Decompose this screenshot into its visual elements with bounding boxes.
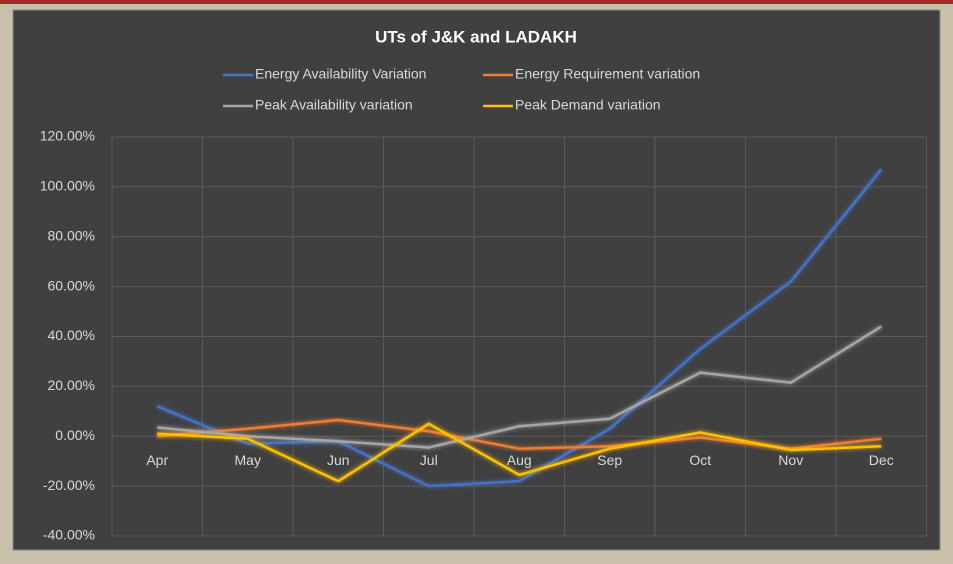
legend-label: Energy Availability Variation [255, 66, 426, 82]
x-tick-label: Aug [507, 452, 532, 468]
x-tick-label: Oct [689, 452, 711, 468]
legend-label: Peak Demand variation [515, 97, 661, 113]
y-tick-label: 60.00% [48, 277, 95, 293]
x-tick-label: Jun [327, 452, 350, 468]
series-line [157, 422, 882, 483]
legend-label: Peak Availability variation [255, 97, 413, 113]
x-tick-label: Apr [146, 452, 168, 468]
x-tick-label: Dec [869, 452, 894, 468]
y-tick-label: -20.00% [43, 477, 95, 493]
chart-area [12, 9, 941, 551]
y-tick-label: 100.00% [40, 178, 95, 194]
x-tick-label: Sep [597, 452, 622, 468]
y-tick-label: 120.00% [40, 128, 95, 144]
x-tick-label: Jul [420, 452, 438, 468]
legend-label: Energy Requirement variation [515, 66, 700, 82]
y-tick-label: 80.00% [48, 227, 95, 243]
y-tick-label: 20.00% [48, 377, 95, 393]
y-tick-label: 0.00% [55, 427, 95, 443]
x-tick-label: Nov [778, 452, 803, 468]
y-tick-label: 40.00% [48, 327, 95, 343]
series-line [157, 325, 882, 449]
x-tick-label: May [235, 452, 261, 468]
y-tick-label: -40.00% [43, 527, 95, 543]
chart-title: UTs of J&K and LADAKH [375, 27, 577, 46]
top-strip [0, 0, 953, 4]
series-line [156, 168, 883, 488]
